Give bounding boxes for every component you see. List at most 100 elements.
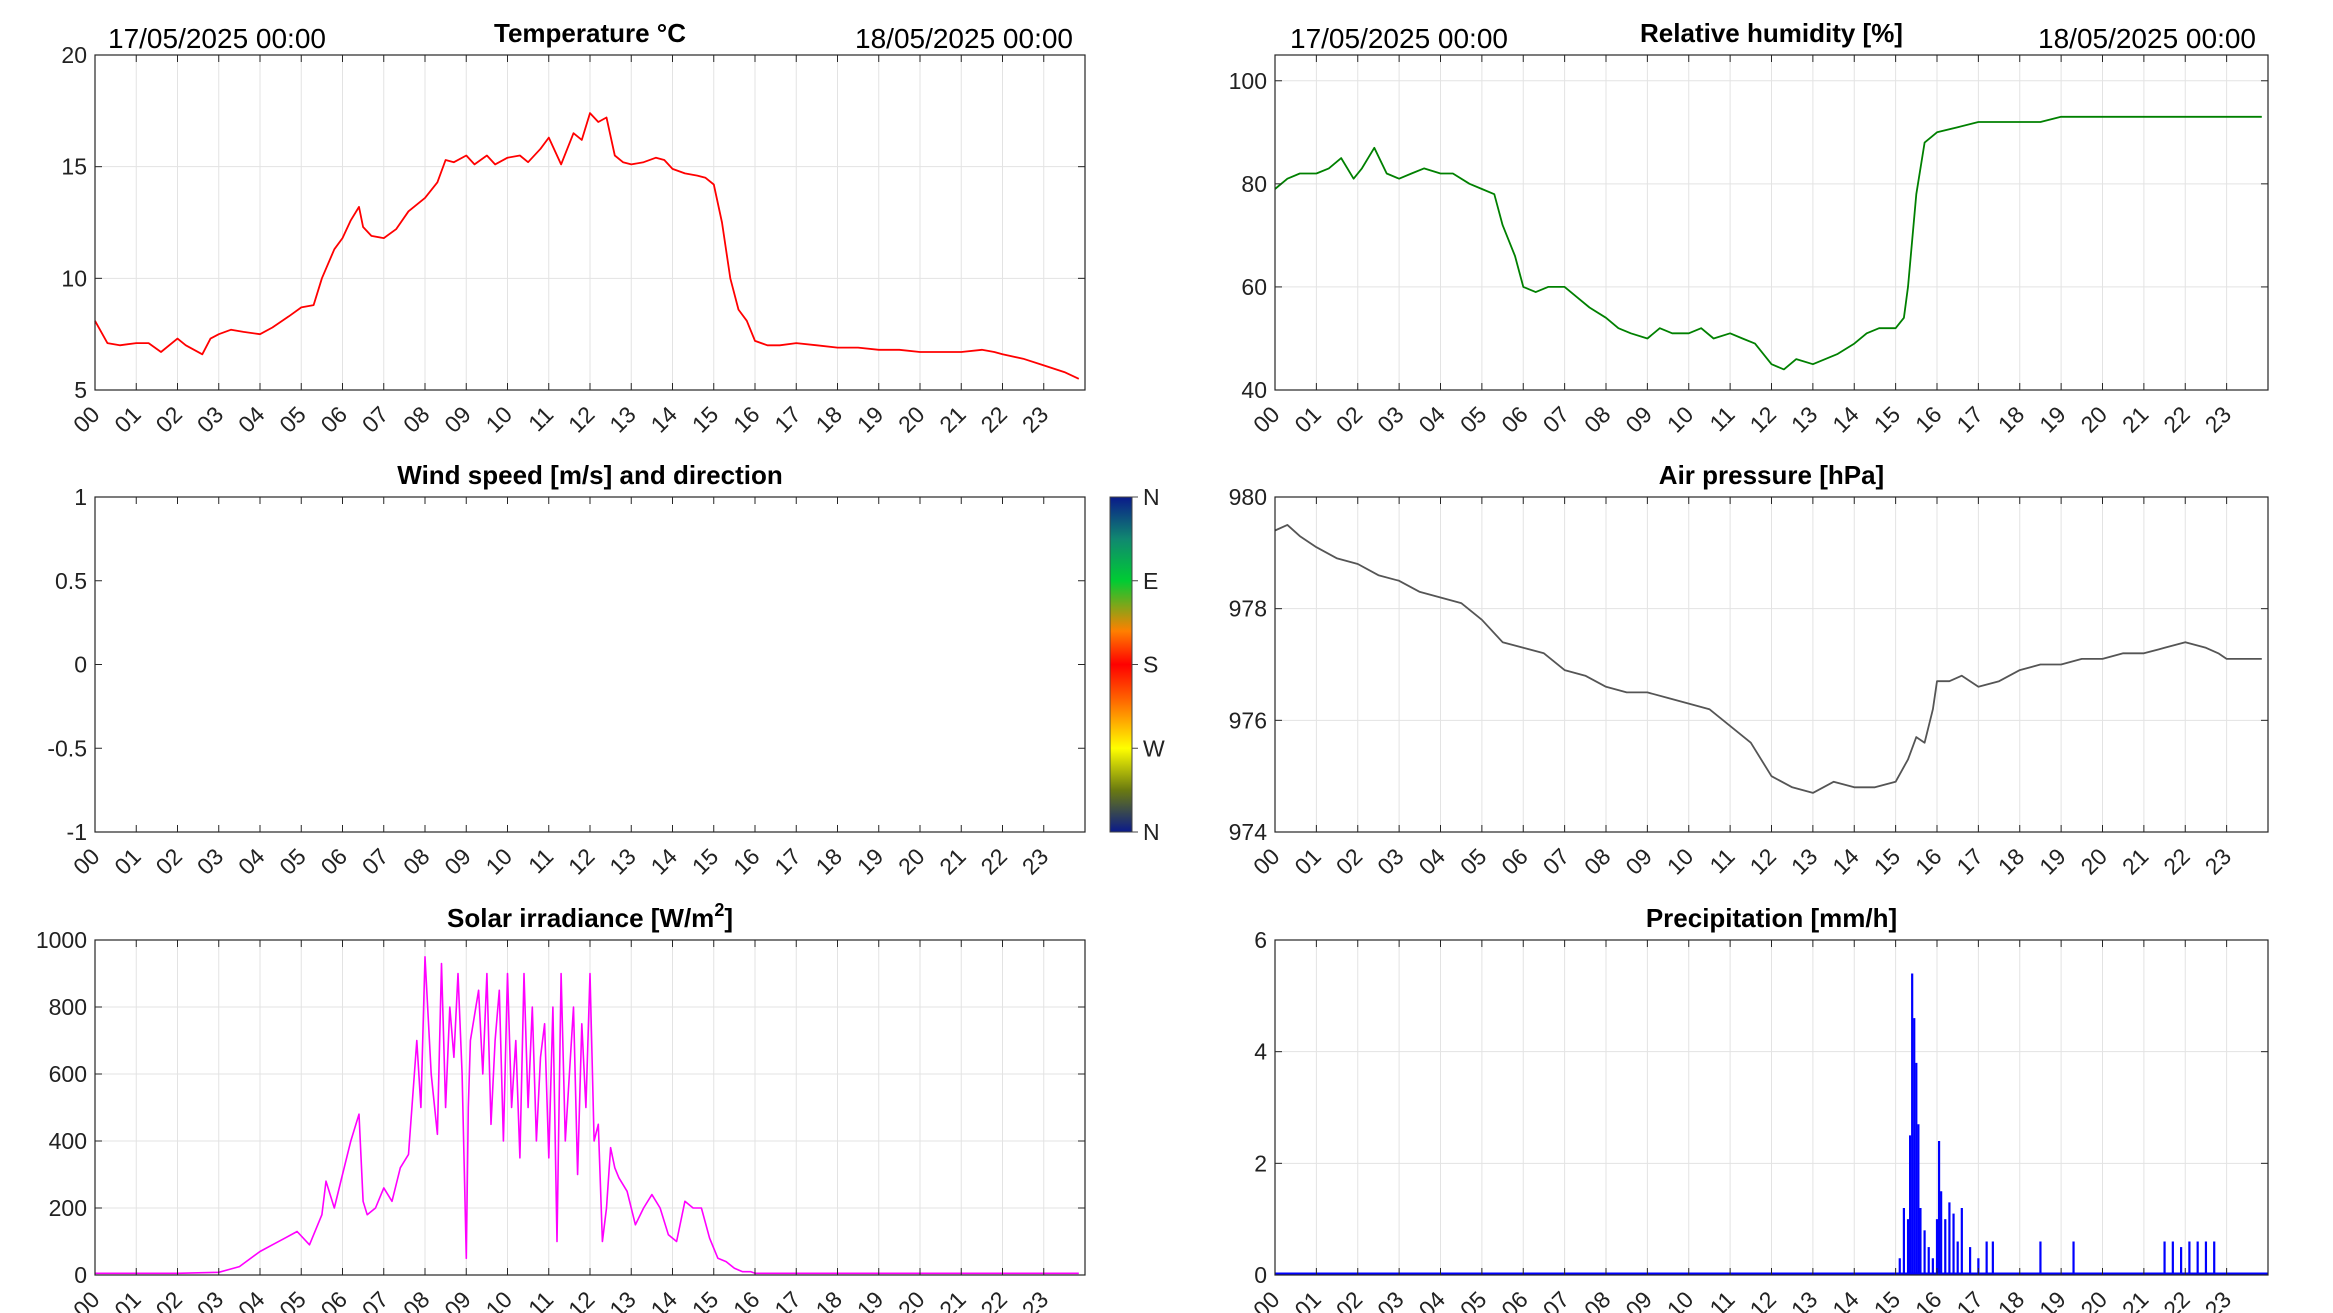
- solar-ytick-label: 0: [74, 1262, 87, 1288]
- solar-xtick-label: 20: [893, 1286, 929, 1313]
- solar-ytick-label: 200: [49, 1195, 87, 1221]
- temperature-xtick-label: 00: [68, 401, 104, 437]
- temperature-xtick-label: 20: [893, 401, 929, 437]
- solar-xtick-label: 17: [769, 1286, 805, 1313]
- pressure-xtick-label: 17: [1951, 843, 1987, 879]
- temperature-xtick-label: 18: [811, 401, 847, 437]
- pressure-xtick-label: 21: [2117, 843, 2153, 879]
- pressure-xtick-label: 19: [2034, 843, 2070, 879]
- temperature-xtick-label: 23: [1017, 401, 1053, 437]
- humidity-xtick-label: 02: [1331, 401, 1367, 437]
- wind-ytick-label: -1: [67, 819, 87, 845]
- wind-xtick-label: 14: [646, 843, 683, 880]
- wind-xtick-label: 12: [563, 843, 599, 879]
- humidity-xtick-label: 06: [1496, 401, 1532, 437]
- precip-ytick-label: 4: [1254, 1039, 1267, 1065]
- temperature-xtick-label: 05: [274, 401, 310, 437]
- humidity-ytick-label: 80: [1241, 171, 1267, 197]
- pressure-xtick-label: 06: [1496, 843, 1532, 879]
- humidity-title: Relative humidity [%]: [1640, 18, 1903, 48]
- pressure-ytick-label: 974: [1229, 819, 1268, 845]
- wind-xtick-label: 03: [192, 843, 228, 879]
- precip-xtick-label: 12: [1745, 1286, 1781, 1313]
- humidity-xtick-label: 09: [1620, 401, 1656, 437]
- wind-ytick-label: 0: [74, 652, 87, 678]
- precip-xtick-label: 23: [2200, 1286, 2236, 1313]
- temperature-ytick-label: 10: [61, 265, 87, 291]
- wind-ytick-label: -0.5: [47, 735, 87, 761]
- wind-xtick-label: 20: [893, 843, 929, 879]
- humidity-xtick-label: 05: [1455, 401, 1491, 437]
- pressure-ytick-label: 978: [1229, 596, 1267, 622]
- humidity-xtick-label: 18: [1993, 401, 2029, 437]
- pressure-panel: 974 976 978 980 00 01 02 03 04 05 06 07 08 09 10 11 12 13…: [1229, 460, 2269, 880]
- solar-title-end: ]: [724, 903, 733, 933]
- pressure-ytick-label: 980: [1229, 484, 1267, 510]
- pressure-xtick-label: 12: [1745, 843, 1781, 879]
- humidity-xtick-label: 12: [1745, 401, 1781, 437]
- wind-xtick-label: 13: [604, 843, 640, 879]
- humidity-xtick-label: 17: [1951, 401, 1987, 437]
- wind-xtick-label: 18: [811, 843, 847, 879]
- pressure-xtick-label: 09: [1620, 843, 1656, 879]
- wind-xtick-label: 23: [1017, 843, 1053, 879]
- temperature-series-line: [94, 112, 1080, 380]
- humidity-xtick-label: 04: [1414, 401, 1451, 438]
- humidity-series-line: [1274, 115, 2262, 371]
- humidity-ytick-label: 60: [1241, 274, 1267, 300]
- solar-xtick-label: 16: [728, 1286, 764, 1313]
- humidity-xtick-label: 10: [1662, 401, 1698, 437]
- wind-xtick-label: 09: [439, 843, 475, 879]
- temperature-title: Temperature °C: [494, 18, 686, 48]
- solar-xtick-label: 19: [852, 1286, 888, 1313]
- solar-xtick-label: 22: [976, 1286, 1012, 1313]
- precip-xtick-label: 14: [1827, 1286, 1864, 1313]
- precip-xtick-label: 03: [1372, 1286, 1408, 1313]
- temperature-xtick-label: 09: [439, 401, 475, 437]
- temperature-xtick-label: 01: [109, 401, 145, 437]
- precip-ytick-label: 2: [1254, 1150, 1267, 1176]
- solar-ytick-label: 800: [49, 994, 87, 1020]
- wind-xtick-label: 04: [233, 843, 270, 880]
- wind-xtick-label: 10: [481, 843, 517, 879]
- wind-ytick-label: 0.5: [55, 568, 87, 594]
- wind-plot-area: [95, 497, 1085, 832]
- humidity-xtick-label: 07: [1538, 401, 1574, 437]
- pressure-xtick-label: 02: [1331, 843, 1367, 879]
- temperature-xtick-label: 16: [728, 401, 764, 437]
- solar-xtick-label: 15: [687, 1286, 723, 1313]
- pressure-xtick-label: 14: [1827, 843, 1864, 880]
- solar-xtick-label: 02: [151, 1286, 187, 1313]
- precip-xtick-label: 00: [1248, 1286, 1284, 1313]
- humidity-ytick-label: 40: [1241, 377, 1267, 403]
- wind-direction-colorbar: [1109, 496, 1133, 833]
- humidity-xtick-label: 15: [1869, 401, 1905, 437]
- solar-xtick-label: 01: [109, 1286, 145, 1313]
- pressure-xtick-label: 11: [1704, 843, 1739, 878]
- humidity-xtick-label: 19: [2034, 401, 2070, 437]
- pressure-xtick-label: 20: [2076, 843, 2112, 879]
- temperature-xtick-label: 22: [976, 401, 1012, 437]
- temperature-xtick-label: 15: [687, 401, 723, 437]
- colorbar-label-4: N: [1143, 484, 1160, 510]
- pressure-xtick-label: 04: [1414, 843, 1451, 880]
- temperature-xtick-label: 13: [604, 401, 640, 437]
- wind-xtick-label: 02: [151, 843, 187, 879]
- precip-xtick-label: 01: [1289, 1286, 1325, 1313]
- solar-xtick-label: 08: [398, 1286, 434, 1313]
- precip-ytick-label: 0: [1254, 1262, 1267, 1288]
- wind-xtick-label: 16: [728, 843, 764, 879]
- wind-title: Wind speed [m/s] and direction: [397, 460, 782, 490]
- humidity-xtick-label: 16: [1910, 401, 1946, 437]
- solar-xtick-label: 06: [316, 1286, 352, 1313]
- wind-xtick-label: 08: [398, 843, 434, 879]
- precip-xtick-label: 05: [1455, 1286, 1491, 1313]
- precip-xtick-label: 02: [1331, 1286, 1367, 1313]
- pressure-title: Air pressure [hPa]: [1659, 460, 1884, 490]
- temperature-xtick-label: 11: [523, 401, 558, 436]
